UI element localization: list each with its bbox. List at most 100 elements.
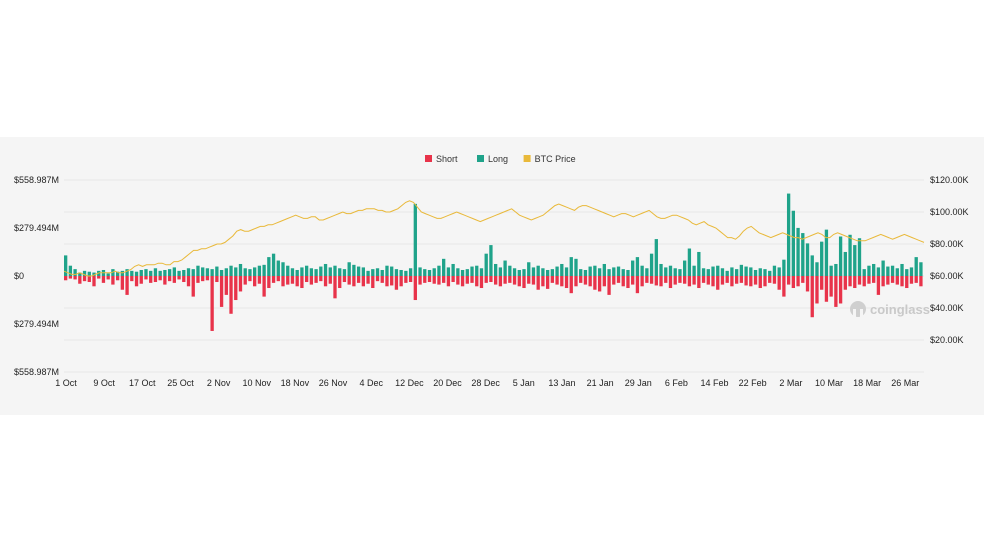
short-bar[interactable] [172, 276, 176, 283]
short-bar[interactable] [106, 276, 110, 280]
short-bar[interactable] [555, 276, 559, 285]
long-bar[interactable] [640, 265, 644, 276]
long-bar[interactable] [456, 268, 460, 276]
long-bar[interactable] [130, 270, 134, 276]
short-bar[interactable] [427, 276, 432, 283]
long-bar[interactable] [872, 263, 876, 276]
long-bar[interactable] [848, 234, 852, 276]
short-bar[interactable] [834, 276, 838, 307]
short-bar[interactable] [479, 276, 484, 289]
long-bar[interactable] [857, 238, 862, 276]
long-bar[interactable] [673, 268, 677, 276]
short-bar[interactable] [115, 276, 120, 281]
short-bar[interactable] [451, 276, 455, 283]
long-bar[interactable] [824, 229, 829, 276]
long-bar[interactable] [125, 269, 129, 276]
short-bar[interactable] [470, 276, 474, 283]
long-bar[interactable] [597, 268, 602, 276]
long-bar[interactable] [371, 269, 375, 276]
long-bar[interactable] [342, 269, 347, 276]
long-bar[interactable] [163, 269, 167, 276]
long-bar[interactable] [470, 266, 474, 276]
short-bar[interactable] [408, 276, 413, 283]
legend-label-1[interactable]: Long [488, 154, 508, 164]
short-bar[interactable] [588, 276, 592, 287]
long-bar[interactable] [853, 245, 857, 276]
long-bar[interactable] [588, 266, 592, 276]
short-bar[interactable] [905, 276, 909, 289]
long-bar[interactable] [177, 270, 181, 276]
long-bar[interactable] [522, 269, 526, 276]
short-bar[interactable] [267, 276, 271, 289]
short-bar[interactable] [659, 276, 663, 287]
long-bar[interactable] [182, 269, 186, 276]
short-bar[interactable] [838, 276, 843, 304]
long-bar[interactable] [583, 269, 588, 276]
long-bar[interactable] [290, 268, 295, 276]
long-bar[interactable] [385, 265, 389, 276]
long-bar[interactable] [267, 257, 271, 276]
long-bar[interactable] [909, 267, 914, 276]
long-bar[interactable] [886, 266, 890, 276]
short-bar[interactable] [465, 276, 469, 284]
short-bar[interactable] [191, 276, 195, 297]
short-bar[interactable] [319, 276, 323, 282]
short-bar[interactable] [73, 276, 77, 280]
long-bar[interactable] [602, 263, 606, 276]
short-bar[interactable] [290, 276, 295, 284]
short-bar[interactable] [843, 276, 847, 290]
short-bar[interactable] [574, 276, 578, 287]
short-bar[interactable] [158, 276, 162, 281]
short-bar[interactable] [763, 276, 767, 287]
long-bar[interactable] [210, 269, 214, 276]
short-bar[interactable] [163, 276, 167, 285]
short-bar[interactable] [82, 276, 87, 282]
long-bar[interactable] [555, 266, 559, 276]
long-bar[interactable] [692, 265, 696, 276]
long-bar[interactable] [144, 269, 148, 276]
short-bar[interactable] [125, 276, 129, 295]
long-bar[interactable] [531, 267, 536, 276]
long-bar[interactable] [744, 266, 748, 276]
long-bar[interactable] [503, 260, 507, 276]
short-bar[interactable] [101, 276, 106, 283]
long-bar[interactable] [914, 257, 918, 276]
short-bar[interactable] [304, 276, 309, 283]
short-bar[interactable] [697, 276, 701, 289]
short-bar[interactable] [716, 276, 720, 290]
short-bar[interactable] [413, 276, 417, 301]
long-bar[interactable] [545, 269, 550, 276]
short-bar[interactable] [224, 276, 228, 295]
long-bar[interactable] [92, 272, 96, 276]
short-bar[interactable] [64, 276, 68, 281]
short-bar[interactable] [914, 276, 918, 283]
long-bar[interactable] [300, 267, 304, 276]
long-bar[interactable] [607, 269, 611, 276]
short-bar[interactable] [517, 276, 521, 287]
short-bar[interactable] [371, 276, 375, 289]
long-bar[interactable] [749, 267, 753, 276]
short-bar[interactable] [786, 276, 791, 285]
short-bar[interactable] [432, 276, 436, 284]
short-bar[interactable] [711, 276, 715, 287]
short-bar[interactable] [498, 276, 503, 287]
long-bar[interactable] [134, 271, 139, 276]
short-bar[interactable] [347, 276, 351, 285]
long-bar[interactable] [309, 268, 314, 276]
short-bar[interactable] [824, 276, 829, 302]
short-bar[interactable] [782, 276, 786, 297]
short-bar[interactable] [248, 276, 252, 282]
short-bar[interactable] [512, 276, 517, 285]
long-bar[interactable] [711, 266, 715, 276]
short-bar[interactable] [616, 276, 621, 283]
short-bar[interactable] [68, 276, 73, 279]
short-bar[interactable] [120, 276, 125, 290]
short-bar[interactable] [579, 276, 583, 283]
long-bar[interactable] [768, 270, 772, 276]
short-bar[interactable] [597, 276, 602, 292]
long-bar[interactable] [838, 236, 843, 277]
short-bar[interactable] [484, 276, 488, 283]
long-bar[interactable] [645, 268, 649, 276]
long-bar[interactable] [423, 269, 427, 276]
short-bar[interactable] [494, 276, 498, 285]
